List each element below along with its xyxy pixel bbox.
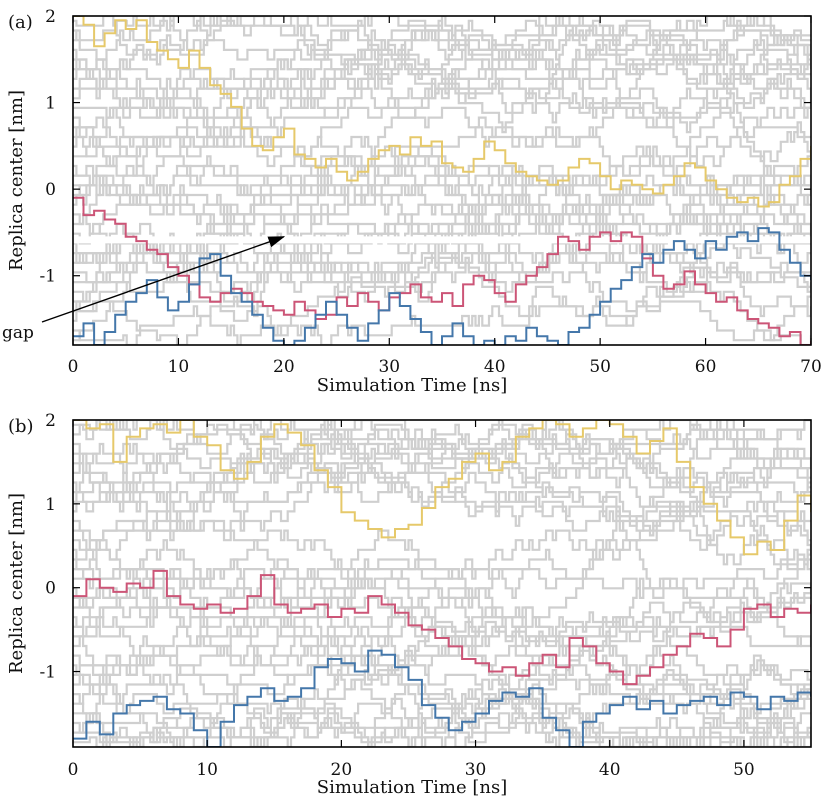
series-line-1 bbox=[73, 420, 811, 556]
background-trace bbox=[73, 16, 811, 134]
y-tick-label: 1 bbox=[45, 495, 56, 515]
plot-frame bbox=[72, 15, 812, 346]
x-tick-label: 50 bbox=[589, 357, 611, 377]
background-trace bbox=[73, 519, 811, 747]
highlight-series bbox=[73, 420, 811, 747]
series-line-2 bbox=[73, 196, 811, 345]
background-trace bbox=[73, 558, 811, 744]
y-tick-label: 0 bbox=[45, 180, 56, 200]
background-trace bbox=[73, 39, 811, 216]
panel-b: 0 10 20 30 40 50 -1 0 1 2 Simulation Time [ns] Repl… bbox=[6, 411, 812, 798]
x-tick-label: 30 bbox=[378, 357, 400, 377]
background-replica-traces bbox=[73, 420, 811, 747]
highlight-series bbox=[73, 16, 811, 345]
background-trace bbox=[73, 420, 811, 566]
x-tick-label: 10 bbox=[196, 760, 218, 780]
background-trace bbox=[73, 16, 811, 71]
background-trace bbox=[73, 582, 811, 744]
background-trace bbox=[73, 420, 811, 484]
plot-frame bbox=[72, 419, 812, 748]
background-trace bbox=[73, 222, 811, 342]
series-line-1 bbox=[73, 16, 811, 208]
x-tick-label: 70 bbox=[800, 357, 822, 377]
panel-label: (a) bbox=[8, 12, 33, 33]
y-axis-title: Replica center [nm] bbox=[6, 493, 27, 674]
series-line-3 bbox=[73, 649, 811, 747]
y-tick-label: -1 bbox=[39, 267, 56, 287]
x-tick-label: 10 bbox=[168, 357, 190, 377]
x-axis-title: Simulation Time [ns] bbox=[317, 777, 507, 798]
x-tick-label: 60 bbox=[695, 357, 717, 377]
background-trace bbox=[73, 106, 811, 345]
gap-annotation: gap bbox=[2, 323, 34, 343]
x-axis-title: Simulation Time [ns] bbox=[317, 375, 507, 396]
background-trace bbox=[73, 237, 811, 345]
series-line-3 bbox=[73, 227, 811, 345]
x-tick-label: 30 bbox=[465, 760, 487, 780]
background-trace bbox=[73, 16, 811, 100]
background-trace bbox=[73, 145, 811, 216]
panel-label: (b) bbox=[8, 416, 34, 437]
gap-band bbox=[73, 236, 811, 244]
background-trace bbox=[73, 587, 811, 667]
y-tick-label: 0 bbox=[45, 579, 56, 599]
x-tick-label: 40 bbox=[484, 357, 506, 377]
y-tick-label: 1 bbox=[45, 94, 56, 114]
panel-a: 0 10 20 30 40 50 60 70 -1 0 1 2 Simulation Time [ns]… bbox=[2, 7, 822, 396]
x-tick-label: 50 bbox=[733, 760, 755, 780]
background-trace bbox=[73, 481, 811, 619]
x-tick-label: 0 bbox=[68, 357, 79, 377]
y-tick-label: -1 bbox=[39, 663, 56, 683]
background-trace bbox=[73, 420, 811, 537]
background-trace bbox=[73, 420, 811, 470]
y-axis-title: Replica center [nm] bbox=[6, 90, 27, 271]
x-tick-label: 20 bbox=[273, 357, 295, 377]
background-trace bbox=[73, 433, 811, 542]
background-trace bbox=[73, 673, 811, 747]
background-trace bbox=[73, 222, 811, 293]
background-trace bbox=[73, 16, 811, 119]
background-trace bbox=[73, 155, 811, 303]
y-tick-label: 2 bbox=[45, 411, 56, 431]
background-trace bbox=[73, 48, 811, 177]
x-tick-label: 40 bbox=[599, 760, 621, 780]
x-tick-label: 20 bbox=[331, 760, 353, 780]
y-tick-label: 2 bbox=[45, 7, 56, 27]
x-tick-label: 0 bbox=[68, 760, 79, 780]
gap-arrow bbox=[41, 236, 286, 323]
series-line-2 bbox=[73, 569, 811, 686]
background-replica-traces bbox=[73, 16, 811, 345]
